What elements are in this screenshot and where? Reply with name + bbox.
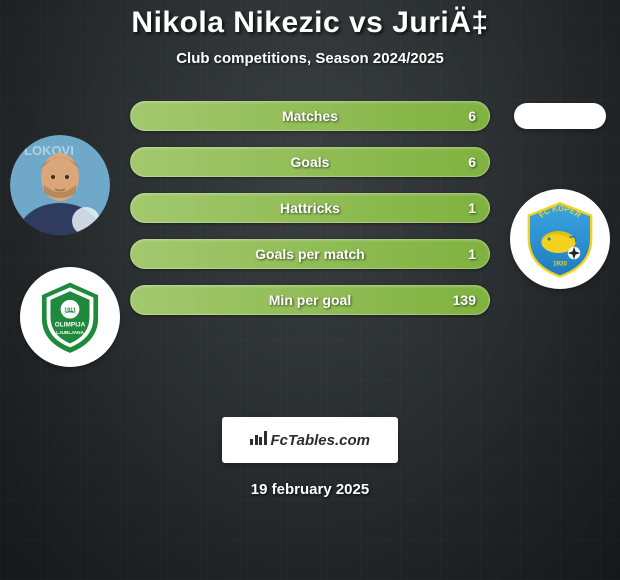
season-subtitle: Club competitions, Season 2024/2025 <box>176 50 444 67</box>
svg-text:1920: 1920 <box>553 261 567 268</box>
svg-text:LJUBLJANA: LJUBLJANA <box>56 330 84 335</box>
stats-column: Matches 6 Goals 6 Hattricks 1 Goals per … <box>120 101 500 315</box>
left-player-column: LOKOVI <box>0 95 120 367</box>
stat-value-right: 139 <box>453 292 476 308</box>
stat-value-right: 1 <box>468 246 476 262</box>
left-player-photo: LOKOVI <box>10 135 110 235</box>
page-title: Nikola Nikezic vs JuriÄ‡ <box>131 6 488 40</box>
footer-brand-logo: FcTables.com <box>250 431 370 449</box>
footer-brand-box: FcTables.com <box>222 417 398 463</box>
stat-value-right: 6 <box>468 154 476 170</box>
bars-icon <box>250 431 267 445</box>
generation-date: 19 february 2025 <box>251 481 369 498</box>
stat-label: Hattricks <box>280 200 340 216</box>
right-player-placeholder <box>514 103 606 129</box>
stat-value-right: 1 <box>468 200 476 216</box>
stat-label: Goals per match <box>255 246 365 262</box>
stat-row-goals-per-match: Goals per match 1 <box>130 239 490 269</box>
stat-value-right: 6 <box>468 108 476 124</box>
right-player-column: FC KOPER 1920 <box>500 95 620 289</box>
stat-row-min-per-goal: Min per goal 139 <box>130 285 490 315</box>
right-club-logo: FC KOPER 1920 <box>510 189 610 289</box>
comparison-row: LOKOVI <box>0 95 620 367</box>
stat-label: Matches <box>282 108 338 124</box>
svg-text:OLIMPIJA: OLIMPIJA <box>55 321 86 328</box>
footer-brand-text: FcTables.com <box>271 432 370 449</box>
stat-row-hattricks: Hattricks 1 <box>130 193 490 223</box>
stat-label: Goals <box>291 154 330 170</box>
stat-row-goals: Goals 6 <box>130 147 490 177</box>
left-club-logo: 1911 OLIMPIJA LJUBLJANA <box>20 267 120 367</box>
stat-row-matches: Matches 6 <box>130 101 490 131</box>
stat-label: Min per goal <box>269 292 351 308</box>
